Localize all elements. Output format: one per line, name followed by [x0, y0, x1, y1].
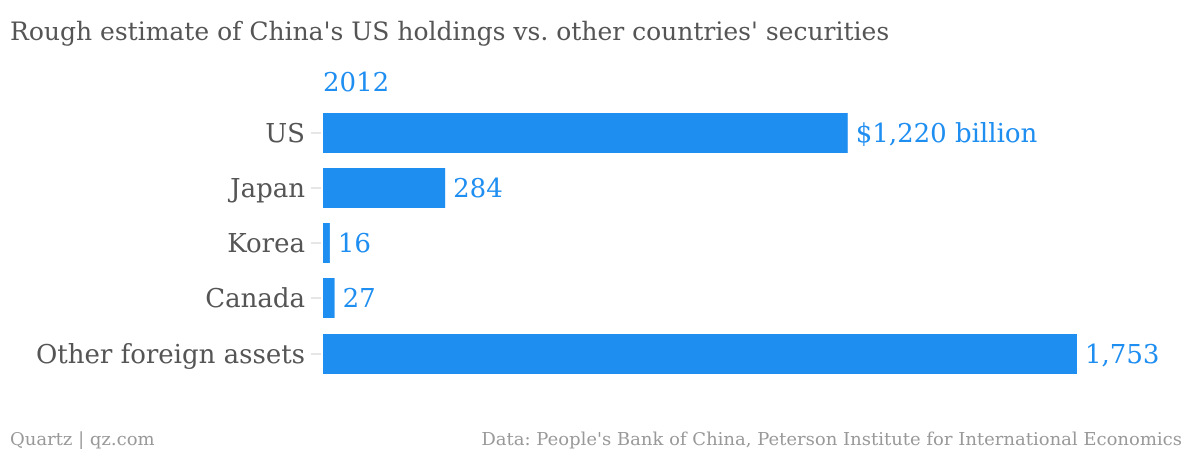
bar-other-foreign-assets — [323, 334, 1077, 374]
chart-title: Rough estimate of China's US holdings vs… — [10, 17, 889, 46]
category-label-other-foreign-assets: Other foreign assets — [36, 340, 305, 370]
footer-source: Data: People's Bank of China, Peterson I… — [481, 429, 1182, 450]
value-label-other-foreign-assets: 1,753 — [1085, 340, 1159, 370]
bar-korea — [323, 223, 330, 263]
footer-credit: Quartz | qz.com — [10, 429, 155, 450]
value-label-korea: 16 — [338, 229, 371, 259]
value-label-canada: 27 — [343, 284, 376, 314]
category-ticks — [311, 132, 321, 355]
bar-us — [323, 113, 848, 153]
bar-japan — [323, 168, 446, 208]
category-label-canada: Canada — [205, 284, 305, 314]
value-label-us: $1,220 billion — [856, 119, 1038, 149]
category-labels: US Japan Korea Canada Other foreign assets — [36, 119, 305, 370]
bar-canada — [323, 278, 335, 318]
value-labels: $1,220 billion 284 16 27 1,753 — [338, 119, 1160, 370]
value-label-japan: 284 — [453, 174, 503, 204]
category-label-korea: Korea — [227, 229, 305, 259]
bars — [323, 113, 1077, 374]
series-label: 2012 — [323, 68, 389, 98]
category-label-japan: Japan — [227, 174, 305, 204]
category-label-us: US — [265, 119, 305, 149]
